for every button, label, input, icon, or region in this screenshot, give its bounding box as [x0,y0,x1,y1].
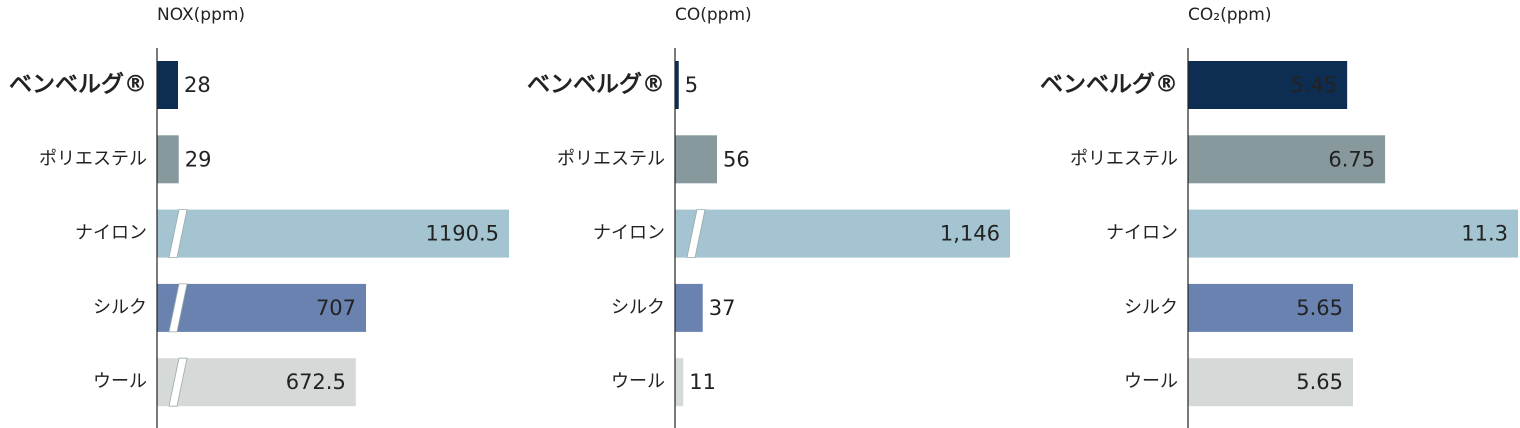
bar [1188,61,1348,109]
bar [157,283,367,332]
category-label: シルク [611,297,665,318]
category-label: ベンベルグ® [1040,71,1178,98]
value-label: 5.65 [1296,370,1343,394]
value-label: 6.75 [1328,147,1375,171]
bar [1188,209,1518,258]
bar [675,209,1010,258]
category-label: シルク [93,297,147,318]
value-label: 29 [185,147,212,171]
category-label: シルク [1124,297,1178,318]
value-label: 672.5 [286,370,346,394]
chart-title: CO₂(ppm) [1188,5,1271,25]
category-label: ベンベルグ® [527,71,665,98]
bar [1188,135,1386,184]
chart-title: NOX(ppm) [157,5,245,25]
category-label: ウール [611,371,665,392]
category-label: ウール [1124,371,1178,392]
axis-break [168,357,188,407]
bar [675,135,717,184]
bar [157,209,509,258]
value-label: 11.3 [1461,222,1508,246]
bar [157,61,178,109]
category-label: ポリエステル [1070,148,1178,169]
bar [1188,283,1353,332]
axis-break [686,209,706,259]
chart-title: CO(ppm) [675,5,752,25]
value-label: 707 [316,296,356,320]
axis-break [168,209,188,259]
category-label: ポリエステル [39,148,147,169]
bar [675,61,679,109]
category-label: ウール [93,371,147,392]
value-label: 11 [689,370,716,394]
bar [157,135,179,184]
axis-break [168,283,188,333]
bar [1188,358,1353,407]
value-label: 5.45 [1290,73,1337,97]
value-label: 56 [723,147,750,171]
bar [675,283,703,332]
value-label: 28 [184,73,211,97]
category-label: ナイロン [593,223,665,244]
bar [675,358,684,407]
category-label: ポリエステル [557,148,665,169]
value-label: 5.65 [1296,296,1343,320]
category-label: ナイロン [1106,223,1178,244]
value-label: 5 [685,73,698,97]
value-label: 37 [709,296,736,320]
category-label: ナイロン [75,223,147,244]
bar [157,358,356,407]
value-label: 1190.5 [426,222,499,246]
category-label: ベンベルグ® [9,71,147,98]
value-label: 1,146 [940,222,1000,246]
